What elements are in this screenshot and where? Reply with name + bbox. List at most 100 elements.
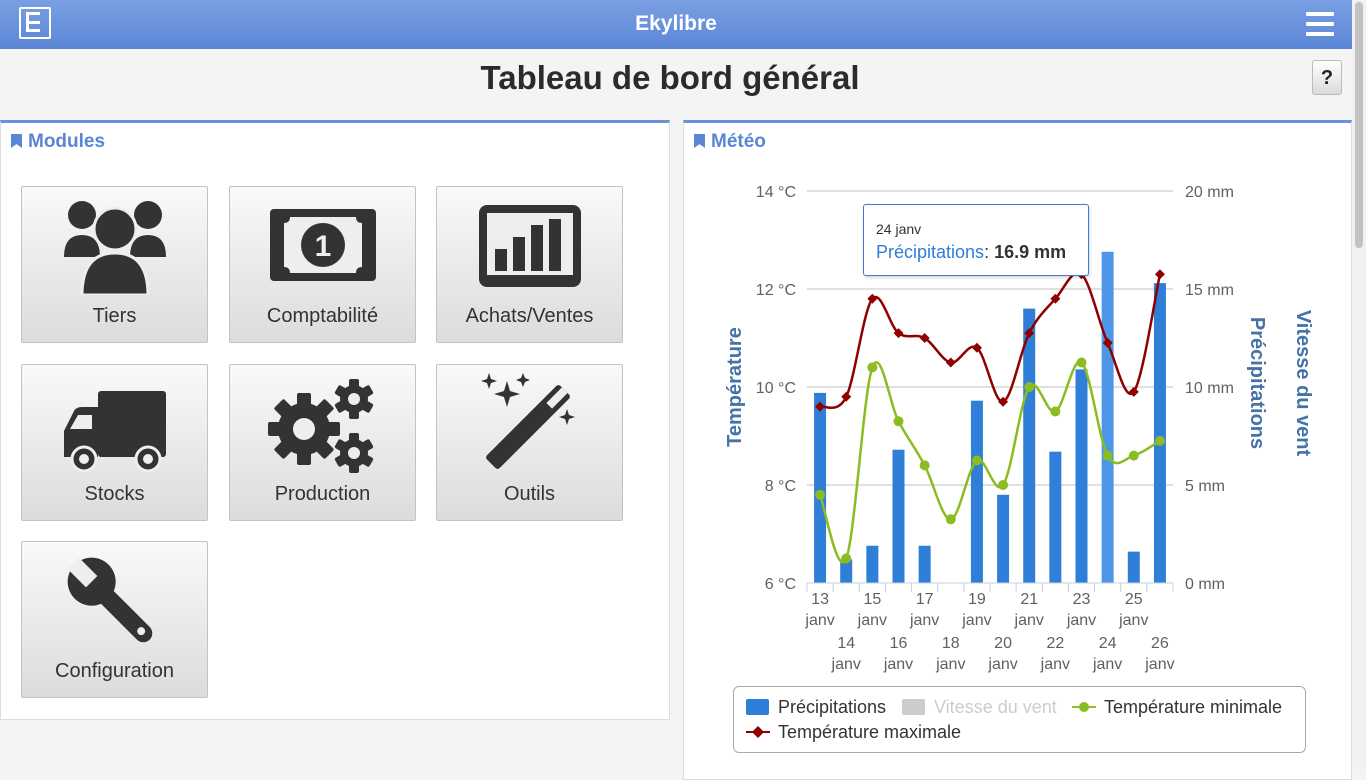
- chart-tooltip: 24 janv Précipitations: 16.9 mm: [863, 204, 1089, 276]
- module-tile-label: Tiers: [92, 305, 137, 327]
- x-tick-label-month: janv: [1040, 656, 1070, 673]
- x-tick-label: 22: [1046, 635, 1064, 652]
- chart-axes: 6 °C 8 °C 10 °C 12 °C 14 °C 0 mm 5 mm 10 mm 15 m…: [724, 184, 1314, 673]
- legend-swatch: [746, 699, 769, 715]
- x-tick-label: 15: [863, 591, 881, 608]
- bookmark-icon: [694, 134, 705, 148]
- y-right-tick-label: 5 mm: [1185, 478, 1225, 495]
- x-tick-label: 19: [968, 591, 986, 608]
- module-tile-label: Achats/Ventes: [465, 305, 594, 327]
- tmin-point: [841, 553, 852, 564]
- module-tile-label: Comptabilité: [266, 305, 379, 327]
- precipitation-bar: [997, 494, 1010, 583]
- legend-swatch: [902, 699, 925, 715]
- y-right-axis-title-precipitations: Précipitations: [1246, 317, 1268, 449]
- precipitation-bar: [1023, 308, 1036, 583]
- legend-line-marker: [1072, 702, 1096, 712]
- x-tick-label: 24: [1099, 635, 1117, 652]
- x-tick-label: 18: [942, 635, 960, 652]
- x-tick-label: 16: [890, 635, 908, 652]
- x-tick-label-month: janv: [831, 656, 861, 673]
- x-tick-label: 14: [837, 635, 855, 652]
- precipitation-bar: [1127, 551, 1140, 583]
- tmax-point: [1050, 293, 1061, 304]
- weather-panel-title: Météo: [694, 131, 766, 153]
- x-tick-label-month: janv: [935, 656, 965, 673]
- precipitation-bar: [892, 449, 905, 583]
- module-tile-tiers[interactable]: Tiers: [21, 186, 208, 343]
- precipitation-bar: [1153, 283, 1166, 583]
- x-tick-label-month: janv: [1014, 612, 1044, 629]
- x-tick-label-month: janv: [804, 612, 834, 629]
- gears-icon: [230, 373, 415, 473]
- tmin-point: [815, 489, 826, 500]
- precipitation-bar: [1101, 251, 1114, 583]
- tmax-point: [1128, 386, 1139, 397]
- tmin-point: [1128, 450, 1139, 461]
- module-tile-achats-ventes[interactable]: Achats/Ventes: [436, 186, 623, 343]
- x-tick-label-month: janv: [987, 656, 1017, 673]
- precipitation-bar: [970, 400, 983, 583]
- module-tile-comptabilite[interactable]: 1 Comptabilité: [229, 186, 416, 343]
- hamburger-menu-icon[interactable]: [1306, 12, 1334, 36]
- x-tick-label-month: janv: [1066, 612, 1096, 629]
- module-tile-label: Outils: [503, 483, 556, 505]
- tmin-point: [893, 416, 904, 427]
- x-tick-label: 13: [811, 591, 829, 608]
- precipitation-bar: [1075, 369, 1088, 583]
- module-tile-production[interactable]: Production: [229, 364, 416, 521]
- x-tick-label: 17: [916, 591, 934, 608]
- page-scrollbar[interactable]: [1352, 0, 1366, 768]
- y-right-tick-label: 0 mm: [1185, 576, 1225, 593]
- module-tile-configuration[interactable]: Configuration: [21, 541, 208, 698]
- tmax-point: [841, 391, 852, 402]
- tmin-point: [1024, 382, 1035, 392]
- x-tick-label-month: janv: [1092, 656, 1122, 673]
- scrollbar-thumb[interactable]: [1355, 2, 1363, 248]
- precipitation-bar: [814, 392, 827, 583]
- tmin-point: [1076, 357, 1087, 368]
- tmax-point: [893, 328, 904, 339]
- tooltip-value: 16.9 mm: [994, 242, 1067, 262]
- ekylibre-logo-icon[interactable]: [19, 7, 51, 39]
- temperature-lines: [815, 269, 1165, 564]
- tmax-point: [998, 396, 1009, 407]
- help-button[interactable]: ?: [1312, 60, 1342, 95]
- magic-wand-icon: [437, 373, 622, 473]
- tmin-point: [1154, 435, 1165, 446]
- x-tick-label-month: janv: [961, 612, 991, 629]
- modules-panel-title: Modules: [11, 131, 105, 153]
- precipitation-bar: [840, 559, 853, 583]
- tmax-point: [1154, 269, 1165, 280]
- page-title: Tableau de bord général: [480, 59, 860, 96]
- tmin-point: [945, 514, 956, 525]
- tooltip-line: Précipitations: 16.9 mm: [876, 242, 1067, 262]
- x-tick-label-month: janv: [883, 656, 913, 673]
- y-left-tick-label: 8 °C: [765, 478, 796, 495]
- tmin-point: [867, 362, 878, 373]
- module-tile-stocks[interactable]: Stocks: [21, 364, 208, 521]
- x-tick-label: 26: [1151, 635, 1169, 652]
- bookmark-icon: [11, 134, 22, 148]
- tmax-point: [815, 401, 826, 412]
- wrench-icon: [22, 550, 207, 650]
- precipitation-bars: [814, 251, 1166, 583]
- svg-text:1: 1: [314, 230, 331, 263]
- y-left-axis-title: Température: [724, 327, 746, 447]
- chart-legend: Précipitations Vitesse du vent Températu…: [733, 686, 1306, 753]
- x-tick-label-month: janv: [909, 612, 939, 629]
- y-right-tick-label: 20 mm: [1185, 184, 1234, 201]
- precipitation-bar: [918, 545, 931, 583]
- tooltip-series-name: Précipitations: [876, 242, 985, 262]
- tmax-point: [867, 293, 878, 304]
- precipitation-bar: [1049, 451, 1062, 583]
- module-tile-label: Production: [274, 483, 371, 505]
- tmax-point: [1102, 337, 1113, 348]
- banknote-icon: 1: [230, 195, 415, 295]
- module-tile-label: Stocks: [84, 483, 145, 505]
- tmin-point: [998, 480, 1009, 490]
- x-tick-label: 21: [1020, 591, 1038, 608]
- y-right-axis-title-wind: Vitesse du vent: [1292, 310, 1314, 457]
- module-tile-outils[interactable]: Outils: [436, 364, 623, 521]
